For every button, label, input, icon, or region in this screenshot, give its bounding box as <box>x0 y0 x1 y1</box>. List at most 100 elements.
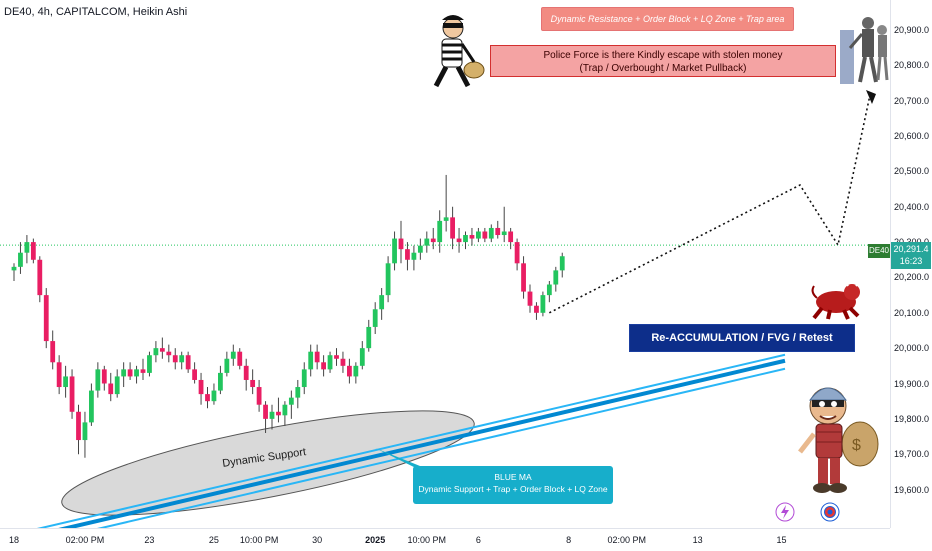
candle-body[interactable] <box>437 220 443 243</box>
candle-body[interactable] <box>359 348 365 366</box>
candle-body[interactable] <box>411 252 417 260</box>
blue-ma-callout[interactable]: BLUE MA Dynamic Support + Trap + Order B… <box>413 466 613 504</box>
candle-body[interactable] <box>24 242 30 253</box>
candle-body[interactable] <box>134 369 139 377</box>
candle-body[interactable] <box>463 235 468 243</box>
candle-body[interactable] <box>56 362 62 388</box>
candle-body[interactable] <box>166 351 172 356</box>
candle-body[interactable] <box>295 387 301 398</box>
candle-body[interactable] <box>224 358 230 373</box>
candle-body[interactable] <box>327 355 333 370</box>
candle-body[interactable] <box>301 369 307 388</box>
candle-body[interactable] <box>50 341 56 363</box>
candle-body[interactable] <box>385 263 391 296</box>
candle-body[interactable] <box>30 242 36 260</box>
police-note[interactable]: Police Force is there Kindly escape with… <box>490 45 836 77</box>
candle-body[interactable] <box>514 242 520 264</box>
candle-body[interactable] <box>63 376 68 388</box>
candle-body[interactable] <box>405 249 410 260</box>
candle-body[interactable] <box>334 355 339 359</box>
price-tick-label: 20,600.0 <box>893 131 929 142</box>
projection-arrowhead <box>866 90 876 104</box>
candle-body[interactable] <box>488 227 494 239</box>
candle-body[interactable] <box>430 238 436 243</box>
candle-body[interactable] <box>540 295 546 313</box>
candle-body[interactable] <box>230 351 236 359</box>
candle-body[interactable] <box>527 291 533 306</box>
candle-body[interactable] <box>147 355 152 373</box>
candle-body[interactable] <box>340 358 346 366</box>
resistance-note[interactable]: Dynamic Resistance + Order Block + LQ Zo… <box>541 7 794 31</box>
candle-body[interactable] <box>82 422 88 441</box>
time-axis[interactable]: 18 02:00 PM 23 25 10:00 PM 30 2025 10:00 PM 6 8 02… <box>0 528 890 551</box>
candle-body[interactable] <box>288 397 294 405</box>
lightning-icon[interactable] <box>775 502 795 522</box>
candle-body[interactable] <box>211 390 217 402</box>
candle-body[interactable] <box>95 369 101 391</box>
candle-body[interactable] <box>140 369 146 373</box>
candle-body[interactable] <box>353 365 359 377</box>
candle-body[interactable] <box>185 355 191 370</box>
candle-body[interactable] <box>256 387 262 405</box>
candle-body[interactable] <box>476 231 481 239</box>
candle-body[interactable] <box>347 365 352 377</box>
reaccumulation-note[interactable]: Re-ACCUMULATION / FVG / Retest <box>629 324 855 352</box>
candle-body[interactable] <box>43 295 49 342</box>
time-tick-label: 15 <box>776 535 787 545</box>
candle-body[interactable] <box>321 362 326 370</box>
candle-body[interactable] <box>89 390 94 423</box>
candle-body[interactable] <box>417 245 423 253</box>
candle-body[interactable] <box>263 404 268 419</box>
candle-body[interactable] <box>559 256 565 271</box>
candle-body[interactable] <box>127 369 133 377</box>
candle-body[interactable] <box>172 355 178 363</box>
candle-body[interactable] <box>282 404 288 416</box>
candle-body[interactable] <box>508 231 514 243</box>
candle-body[interactable] <box>534 305 539 313</box>
candle-body[interactable] <box>392 238 397 264</box>
candle-body[interactable] <box>546 284 552 296</box>
price-chart[interactable] <box>0 0 890 528</box>
candle-body[interactable] <box>69 376 75 412</box>
candle-body[interactable] <box>18 252 23 267</box>
candle-body[interactable] <box>37 259 43 296</box>
candle-body[interactable] <box>101 369 107 384</box>
candle-body[interactable] <box>379 295 385 310</box>
candle-body[interactable] <box>153 348 159 356</box>
candle-body[interactable] <box>11 266 17 271</box>
candle-body[interactable] <box>237 351 243 366</box>
candle-body[interactable] <box>482 231 488 239</box>
candle-body[interactable] <box>308 351 314 370</box>
candle-body[interactable] <box>521 263 526 292</box>
candle-body[interactable] <box>372 309 378 327</box>
globe-icon[interactable] <box>820 502 840 522</box>
time-tick-label: 10:00 PM <box>407 535 447 545</box>
candle-body[interactable] <box>276 411 281 416</box>
candle-body[interactable] <box>269 411 275 419</box>
candle-body[interactable] <box>398 238 404 250</box>
candle-body[interactable] <box>218 372 223 391</box>
candle-body[interactable] <box>366 326 372 349</box>
candle-body[interactable] <box>443 217 449 221</box>
candle-body[interactable] <box>192 369 197 380</box>
candle-body[interactable] <box>314 351 320 363</box>
candle-body[interactable] <box>205 394 210 402</box>
candle-body[interactable] <box>198 379 204 395</box>
candle-body[interactable] <box>114 376 120 395</box>
candle-body[interactable] <box>553 270 559 285</box>
candle-body[interactable] <box>495 227 501 236</box>
candle-body[interactable] <box>424 238 430 246</box>
price-tick-label: 20,400.0 <box>893 201 929 212</box>
candle-body[interactable] <box>76 411 81 441</box>
candle-body[interactable] <box>456 238 462 243</box>
candle-body[interactable] <box>501 231 507 236</box>
candle-body[interactable] <box>469 235 475 239</box>
candle-body[interactable] <box>108 383 114 395</box>
candle-body[interactable] <box>121 369 127 377</box>
candle-body[interactable] <box>450 217 455 239</box>
dynamic-support-zone[interactable] <box>55 390 480 528</box>
candle-body[interactable] <box>159 348 165 352</box>
candle-body[interactable] <box>250 379 256 388</box>
candle-body[interactable] <box>179 355 185 363</box>
candle-body[interactable] <box>243 365 249 380</box>
